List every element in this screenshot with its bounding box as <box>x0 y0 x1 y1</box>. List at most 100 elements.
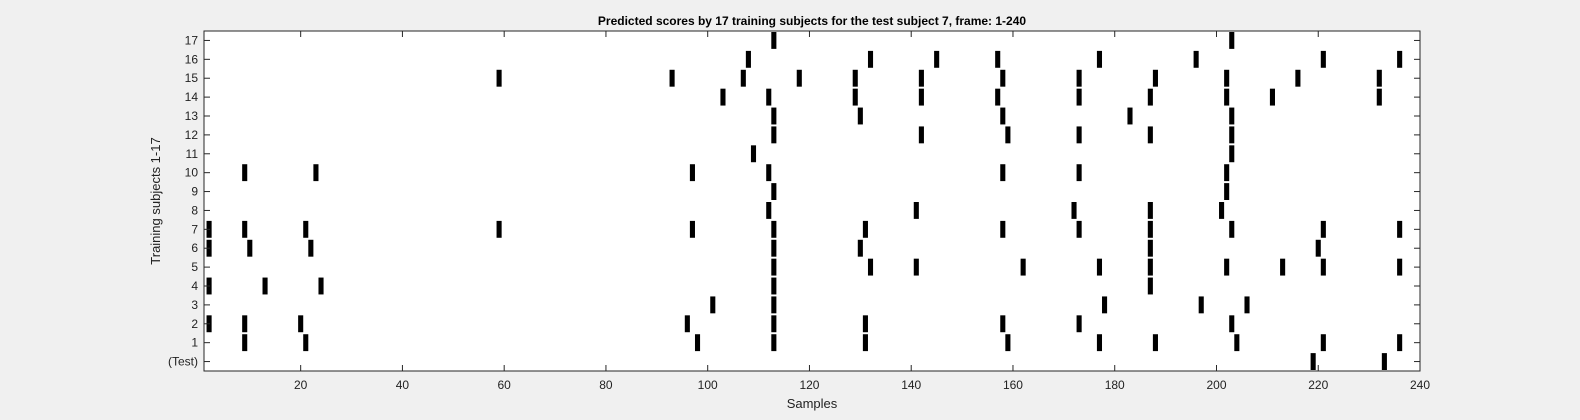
heatmap-cell <box>852 69 858 87</box>
x-tick-label: 20 <box>294 378 308 392</box>
heatmap-cell <box>771 239 777 257</box>
heatmap-cell <box>1234 334 1240 352</box>
heatmap-cell <box>771 183 777 200</box>
heatmap-cell <box>669 69 675 87</box>
heatmap-cell <box>771 107 777 125</box>
heatmap-cell <box>1147 239 1153 257</box>
heatmap-cell <box>1000 220 1006 238</box>
heatmap-cell <box>771 220 777 238</box>
heatmap-cell <box>496 220 502 238</box>
heatmap-cell <box>1147 88 1153 106</box>
heatmap-cell <box>766 202 772 219</box>
heatmap-cell <box>694 334 701 352</box>
plot-frame <box>203 30 1421 372</box>
heatmap-cell <box>1152 69 1158 87</box>
heatmap-cell <box>1229 315 1235 333</box>
x-axis-ticks: 20 40 60 80 100 120 140 160 180 200 220 240 <box>294 31 1430 392</box>
y-axis-label: Training subjects 1-17 <box>148 137 163 264</box>
heatmap-cell <box>1269 88 1275 106</box>
heatmap-cell <box>308 239 314 257</box>
heatmap-cell <box>1381 353 1387 370</box>
heatmap-cell <box>1229 145 1235 163</box>
heatmap-cell <box>1071 202 1077 219</box>
heatmap-cell <box>796 69 802 87</box>
heatmap-cell <box>1280 258 1286 276</box>
heatmap-cell <box>1397 50 1403 68</box>
y-tick-label: 17 <box>185 33 199 47</box>
x-tick-label: 40 <box>396 378 410 392</box>
heatmap-cell <box>913 202 919 219</box>
heatmap-cell <box>862 334 868 352</box>
x-tick-label: 180 <box>1105 378 1125 392</box>
heatmap-cell <box>995 50 1001 68</box>
heatmap-cell <box>1127 107 1133 125</box>
heatmap-cell <box>710 296 716 314</box>
heatmap-cell <box>766 164 772 182</box>
heatmap-cell <box>1229 32 1235 49</box>
y-tick-label: (Test) <box>168 355 198 369</box>
y-tick-label: 1 <box>191 336 198 350</box>
heatmap-cell <box>1147 220 1153 238</box>
heatmap-cell <box>1244 296 1250 314</box>
heatmap-cell <box>689 164 695 182</box>
heatmap-cell <box>771 334 777 352</box>
heatmap-cell <box>934 50 940 68</box>
heatmap-cell <box>1315 239 1321 257</box>
heatmap-cell <box>771 315 777 333</box>
heatmap-cell <box>303 220 309 238</box>
heatmap-cell <box>1096 258 1103 276</box>
y-tick-label: 2 <box>191 317 198 331</box>
heatmap-cell <box>1397 220 1403 238</box>
heatmap-cell <box>1096 334 1103 352</box>
x-tick-label: 240 <box>1410 378 1430 392</box>
heatmap-cell <box>918 69 924 87</box>
heatmap-cell <box>1224 69 1230 87</box>
heatmap-cell <box>1076 220 1082 238</box>
heatmap-cell <box>857 107 863 125</box>
heatmap-cell <box>1320 50 1326 68</box>
heatmap-cell <box>1076 69 1082 87</box>
heatmap-cell <box>298 315 304 333</box>
heatmap-cell <box>242 315 248 333</box>
heatmap-cell <box>1224 258 1230 276</box>
y-tick-label: 5 <box>191 260 198 274</box>
heatmap-cell <box>740 69 746 87</box>
heatmap-cell <box>303 334 309 352</box>
heatmap-cell <box>1376 88 1382 106</box>
x-tick-label: 220 <box>1308 378 1328 392</box>
y-tick-label: 9 <box>191 185 198 199</box>
heatmap-cell <box>720 88 726 106</box>
heatmap-cell <box>1224 164 1230 182</box>
heatmap-cell <box>1000 69 1006 87</box>
heatmap-cell <box>1076 164 1082 182</box>
heatmap-cell <box>262 277 268 295</box>
heatmap-cell <box>247 239 253 257</box>
y-tick-label: 15 <box>185 71 199 85</box>
heatmap-cell <box>496 69 502 87</box>
y-tick-label: 13 <box>185 109 199 123</box>
heatmap-cell <box>1096 50 1103 68</box>
plot-area <box>204 31 1420 371</box>
y-tick-label: 6 <box>191 241 198 255</box>
heatmap-cell <box>313 164 319 182</box>
heatmap-cell <box>862 315 868 333</box>
heatmap-cell <box>1295 69 1301 87</box>
heatmap-cell <box>745 50 751 68</box>
heatmap-cell <box>1320 220 1326 238</box>
heatmap-cell <box>1000 315 1006 333</box>
heatmap-cell <box>689 220 695 238</box>
x-tick-label: 60 <box>498 378 512 392</box>
heatmap-cell <box>1310 353 1316 370</box>
heatmap-cell <box>918 88 924 106</box>
heatmap-cell <box>771 126 777 144</box>
heatmap-cell <box>913 258 919 276</box>
heatmap-cell <box>766 88 772 106</box>
heatmap-cell <box>242 164 248 182</box>
y-tick-label: 7 <box>191 222 198 236</box>
y-tick-label: 3 <box>191 298 198 312</box>
heatmap-cell <box>1320 334 1326 352</box>
heatmap-cell <box>1005 126 1011 144</box>
heatmap-cell <box>867 50 874 68</box>
heatmap-cell <box>1397 334 1403 352</box>
x-tick-label: 120 <box>799 378 819 392</box>
